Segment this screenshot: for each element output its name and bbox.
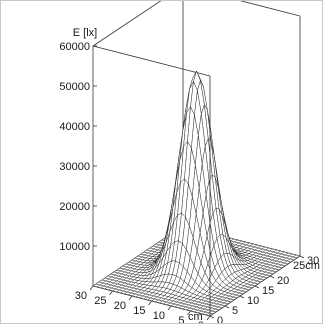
- y-tick: [299, 255, 305, 259]
- x-tick-label: 30: [75, 290, 87, 302]
- z-axis-label: E [lx]: [73, 27, 97, 39]
- y-tick: [269, 275, 275, 279]
- z-tick-label: 50000: [59, 81, 90, 93]
- x-tick: [187, 310, 191, 316]
- x-tick: [167, 305, 172, 311]
- y-tick-label: 10: [247, 295, 259, 307]
- surface-mesh: [92, 70, 301, 317]
- box-edge: [239, 1, 301, 17]
- y-tick: [224, 305, 230, 309]
- y-tick: [254, 285, 260, 289]
- x-tick-label: 0: [198, 320, 204, 323]
- y-tick: [209, 315, 215, 319]
- x-axis-ticks: 0 5 10 15 20 25 30: [75, 285, 211, 323]
- x-tick: [128, 295, 133, 301]
- x-tick-label: 15: [133, 305, 145, 317]
- x-axis-unit-label: cm: [188, 311, 203, 323]
- x-tick-label: 5: [178, 315, 184, 323]
- y-tick-label: 5: [232, 305, 238, 317]
- z-tick-label: 60000: [59, 41, 90, 53]
- z-tick-label: 20000: [59, 201, 90, 213]
- y-axis-unit-label: 25cm: [293, 260, 320, 272]
- y-tick-label: 30: [307, 255, 319, 267]
- z-axis-ticks: 10000 20000 30000 40000 50000 60000: [59, 41, 97, 253]
- box-edge: [92, 1, 162, 47]
- y-tick-label: 0: [217, 315, 223, 323]
- z-tick-label: 40000: [59, 121, 90, 133]
- box-edge: [92, 45, 211, 77]
- y-tick-label: 20: [277, 275, 289, 287]
- x-tick: [109, 290, 113, 296]
- x-tick-label: 25: [94, 295, 106, 307]
- x-tick: [148, 300, 152, 306]
- x-tick: [89, 285, 94, 291]
- x-tick-label: 10: [153, 310, 165, 322]
- z-tick-label: 10000: [59, 241, 90, 253]
- x-tick-label: 20: [114, 300, 126, 312]
- z-tick-label: 30000: [59, 161, 90, 173]
- y-tick-label: 15: [262, 285, 274, 297]
- y-tick: [239, 295, 245, 299]
- x-tick: [206, 315, 211, 321]
